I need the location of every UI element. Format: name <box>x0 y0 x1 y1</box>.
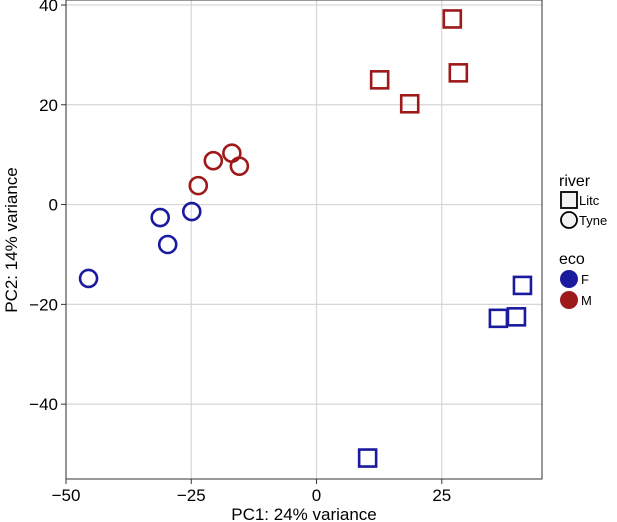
legend-label-m: M <box>581 293 592 308</box>
legend-title-eco: eco <box>559 251 585 268</box>
data-point-tyne-f <box>181 201 202 222</box>
y-tick-label: 40 <box>39 0 58 15</box>
data-point-tyne-m <box>203 150 224 171</box>
data-point-tyne-f <box>78 268 99 289</box>
y-axis-title: PC2: 14% variance <box>2 167 21 313</box>
legend-label-f: F <box>581 272 589 287</box>
data-point-tyne-f <box>157 234 178 255</box>
data-point-litc-m <box>442 9 463 29</box>
plot-panel <box>66 0 542 479</box>
data-point-litc-m <box>399 93 420 114</box>
data-point-litc-m <box>369 70 390 90</box>
data-point-litc-m <box>448 63 469 83</box>
data-points <box>78 9 533 468</box>
data-point-litc-f <box>512 275 533 296</box>
legend-key-f <box>560 270 578 288</box>
axes: −50 −25 0 25 −40 −20 0 20 40 <box>29 0 451 505</box>
legend-label-tyne: Tyne <box>579 213 607 228</box>
data-point-tyne-f <box>150 207 170 228</box>
y-tick-label: −40 <box>29 395 58 414</box>
x-tick-label: 25 <box>432 486 451 505</box>
data-point-tyne-m <box>188 175 209 196</box>
legend-title-river: river <box>559 173 591 190</box>
x-tick-label: −25 <box>177 486 206 505</box>
x-tick-label: 0 <box>312 486 321 505</box>
x-axis-title: PC1: 24% variance <box>231 505 377 522</box>
data-point-litc-f <box>506 307 527 327</box>
plot-border <box>65 0 543 480</box>
y-tick-label: 0 <box>49 196 58 215</box>
data-point-litc-f <box>357 448 378 468</box>
legend: river Litc Tyne eco FM <box>559 173 607 309</box>
legend-key-circle <box>560 211 578 229</box>
legend-key-square <box>560 191 578 209</box>
data-point-tyne-m <box>229 156 250 176</box>
legend-label-litc: Litc <box>579 193 600 208</box>
legend-key-m <box>560 291 578 309</box>
y-tick-label: −20 <box>29 295 58 314</box>
y-tick-label: 20 <box>39 96 58 115</box>
grid-lines <box>65 0 542 479</box>
x-tick-label: −50 <box>52 486 81 505</box>
